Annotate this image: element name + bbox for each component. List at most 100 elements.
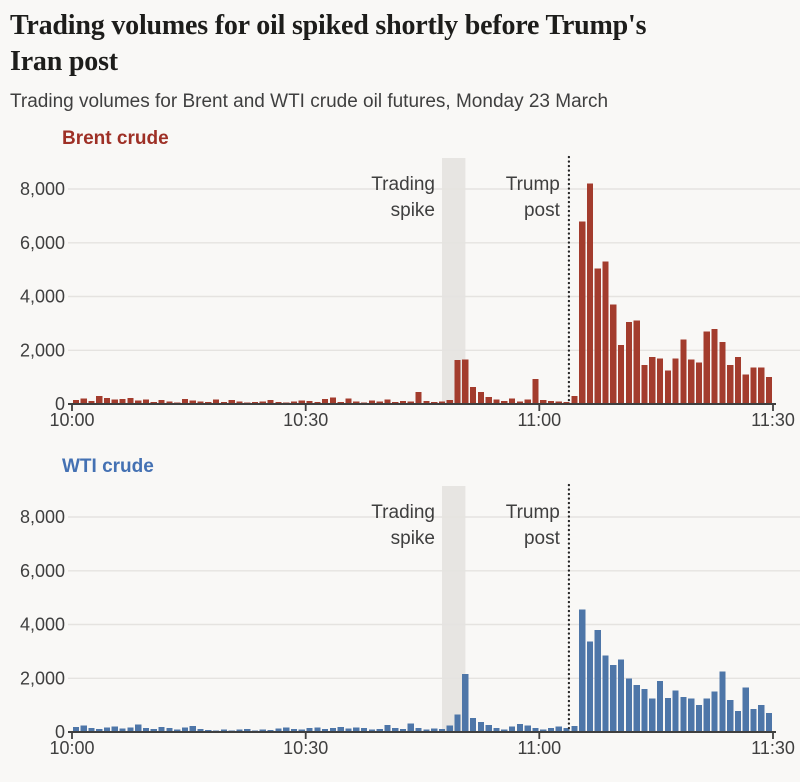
volume-bar bbox=[80, 398, 87, 404]
volume-bar bbox=[345, 728, 352, 732]
volume-bar bbox=[532, 378, 539, 404]
x-axis-tick-label: 11:30 bbox=[751, 410, 795, 430]
volume-bar bbox=[236, 729, 243, 732]
volume-bar bbox=[314, 401, 321, 404]
volume-bar bbox=[657, 358, 664, 404]
volume-bar bbox=[142, 727, 150, 732]
volume-bar bbox=[672, 358, 679, 404]
volume-bar bbox=[501, 729, 508, 732]
volume-bar bbox=[329, 727, 336, 732]
volume-bar bbox=[470, 386, 477, 404]
volume-bar bbox=[485, 724, 492, 732]
volume-bar bbox=[571, 725, 578, 732]
volume-bar bbox=[322, 398, 329, 404]
brent-chart: 0 2,000 4,000 6,000 8,000 10:00 10:30 11:00 11:3… bbox=[20, 155, 800, 430]
volume-bar bbox=[750, 367, 757, 404]
volume-bar bbox=[423, 400, 430, 404]
volume-bar bbox=[431, 728, 438, 732]
volume-bar bbox=[509, 726, 516, 732]
volume-bar bbox=[485, 396, 492, 404]
volume-bar bbox=[742, 687, 749, 732]
volume-bar bbox=[758, 367, 765, 404]
headline-line-2: Iran post bbox=[10, 46, 118, 78]
y-axis-tick-label: 2,000 bbox=[20, 668, 65, 688]
volume-bar bbox=[695, 704, 703, 732]
volume-bar bbox=[267, 399, 274, 404]
volume-bar bbox=[703, 331, 710, 404]
trump-post-annotation: post bbox=[524, 528, 561, 549]
volume-bar bbox=[135, 724, 142, 732]
volume-bar bbox=[501, 400, 508, 404]
y-axis-tick-label: 8,000 bbox=[20, 179, 65, 199]
volume-bar bbox=[353, 727, 360, 732]
volume-bar bbox=[563, 727, 570, 732]
volume-bar bbox=[563, 401, 570, 404]
volume-bar bbox=[345, 398, 352, 404]
volume-bar bbox=[290, 728, 298, 732]
y-axis-tick-label: 4,000 bbox=[20, 614, 65, 634]
x-axis-tick-label: 11:30 bbox=[751, 738, 795, 758]
volume-bar bbox=[392, 401, 399, 404]
y-axis-tick-label: 8,000 bbox=[20, 507, 65, 527]
volume-bar bbox=[166, 401, 173, 404]
volume-bar bbox=[594, 268, 601, 404]
volume-bar bbox=[111, 726, 118, 732]
subtitle: Trading volumes for Brent and WTI crude … bbox=[10, 90, 609, 112]
volume-bar bbox=[259, 729, 266, 732]
volume-bar bbox=[166, 727, 173, 732]
trump-post-annotation: Trump bbox=[506, 174, 560, 195]
volume-bar bbox=[602, 261, 609, 404]
volume-bar bbox=[376, 401, 383, 404]
volume-bar bbox=[220, 729, 227, 732]
volume-bar bbox=[314, 727, 321, 732]
volume-bar bbox=[516, 723, 523, 732]
volume-bar bbox=[322, 728, 329, 732]
volume-bar bbox=[438, 728, 446, 732]
volume-bar bbox=[711, 328, 718, 404]
volume-bar bbox=[384, 399, 391, 404]
y-axis-tick-label: 4,000 bbox=[20, 286, 65, 306]
volume-bar bbox=[290, 401, 298, 404]
volume-bar bbox=[641, 364, 648, 404]
volume-bar bbox=[657, 680, 664, 732]
volume-bar bbox=[181, 727, 188, 732]
volume-bar bbox=[142, 399, 150, 404]
volume-bar bbox=[680, 339, 687, 404]
volume-bar bbox=[462, 673, 469, 732]
volume-bar bbox=[734, 710, 742, 732]
volume-bar bbox=[119, 728, 126, 732]
wti-series-label: WTI crude bbox=[62, 455, 154, 477]
volume-bar bbox=[205, 729, 212, 732]
volume-bar bbox=[104, 397, 111, 404]
brent-section: Brent crude 0 2,000 4,000 6,000 8,000 10:00 10… bbox=[10, 128, 800, 444]
volume-bar bbox=[119, 398, 126, 404]
y-axis-tick-label: 6,000 bbox=[20, 561, 65, 581]
headline-line-1: Trading volumes for oil spiked shortly b… bbox=[10, 10, 647, 41]
trump-post-annotation: post bbox=[524, 200, 561, 221]
volume-bar bbox=[446, 725, 453, 732]
volume-bar bbox=[135, 400, 142, 404]
volume-bar bbox=[470, 717, 477, 732]
volume-bar bbox=[415, 391, 422, 404]
volume-bar bbox=[586, 641, 594, 732]
trading-spike-band bbox=[442, 485, 466, 732]
x-axis-tick-label: 11:00 bbox=[517, 410, 561, 430]
volume-bar bbox=[524, 399, 531, 404]
volume-bar bbox=[547, 400, 555, 404]
x-axis-tick-label: 10:30 bbox=[283, 738, 328, 758]
x-axis-tick-label: 11:00 bbox=[517, 738, 561, 758]
volume-bar bbox=[189, 400, 196, 404]
volume-bar bbox=[104, 727, 111, 732]
volume-bar bbox=[399, 400, 407, 404]
volume-bar bbox=[727, 699, 734, 732]
volume-bar bbox=[228, 399, 235, 404]
x-axis-tick-label: 10:00 bbox=[49, 738, 94, 758]
volume-bar bbox=[368, 400, 375, 404]
volume-bar bbox=[72, 726, 79, 732]
volume-bar bbox=[610, 304, 617, 404]
volume-bar bbox=[158, 399, 165, 404]
trading-spike-annotation: Trading bbox=[371, 502, 435, 523]
volume-bar bbox=[407, 723, 414, 732]
volume-bar bbox=[96, 728, 103, 732]
volume-bar bbox=[189, 725, 196, 732]
